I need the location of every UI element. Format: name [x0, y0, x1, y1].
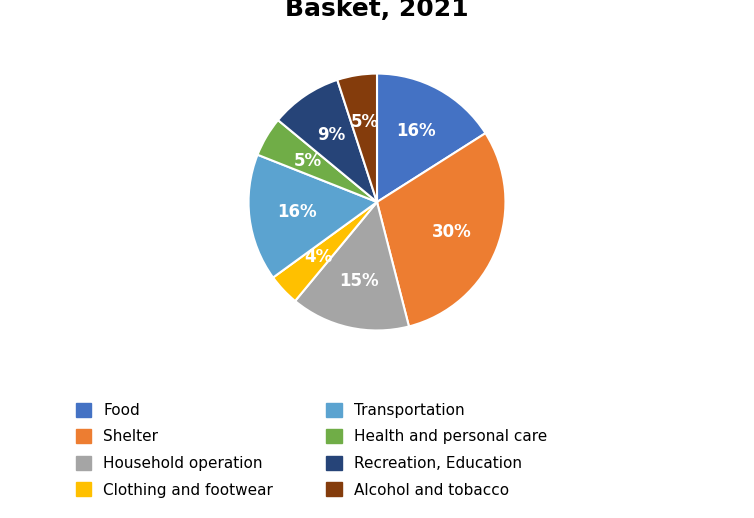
Legend: Food, Shelter, Household operation, Clothing and footwear, Transportation, Healt: Food, Shelter, Household operation, Clot… — [68, 395, 555, 505]
Text: 16%: 16% — [277, 203, 317, 221]
Title: Consumer Price Index Market
Basket, 2021: Consumer Price Index Market Basket, 2021 — [169, 0, 585, 21]
Text: 5%: 5% — [293, 152, 321, 170]
Wedge shape — [249, 155, 377, 278]
Wedge shape — [295, 202, 409, 330]
Wedge shape — [337, 74, 377, 202]
Text: 15%: 15% — [339, 272, 379, 290]
Wedge shape — [278, 80, 377, 202]
Text: 5%: 5% — [351, 113, 379, 131]
Text: 16%: 16% — [396, 122, 436, 140]
Wedge shape — [377, 74, 486, 202]
Wedge shape — [273, 202, 377, 301]
Wedge shape — [377, 133, 505, 326]
Text: 4%: 4% — [304, 249, 332, 266]
Text: 9%: 9% — [317, 126, 345, 144]
Text: 30%: 30% — [432, 223, 472, 241]
Wedge shape — [258, 120, 377, 202]
